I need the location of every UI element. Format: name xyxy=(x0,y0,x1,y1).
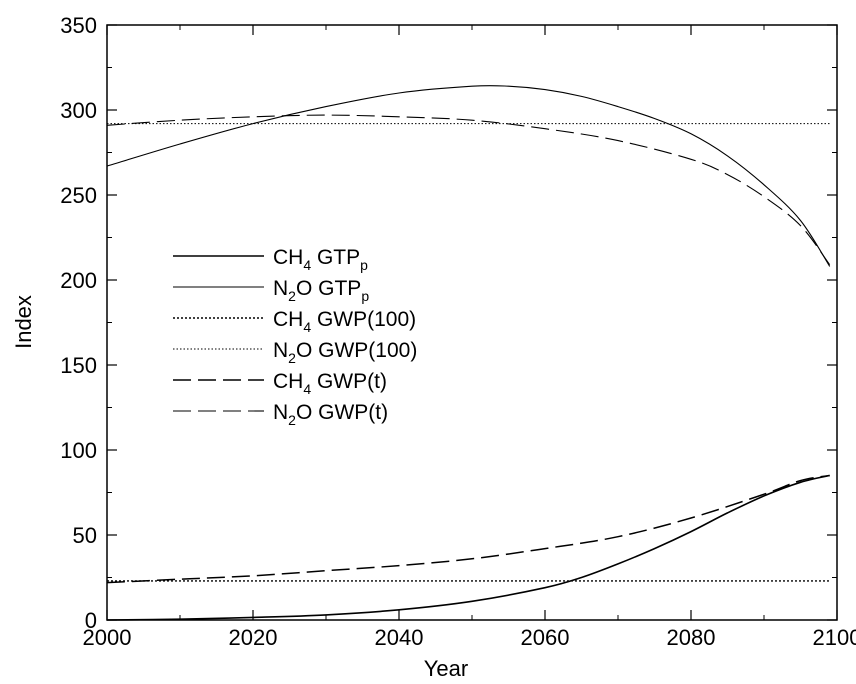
x-tick-label: 2000 xyxy=(83,625,132,650)
legend-text-part: CH xyxy=(273,246,303,269)
legend-text-part: GWP(100) xyxy=(311,308,416,331)
series-line-5 xyxy=(106,114,831,266)
legend-text-part: GWP(t) xyxy=(311,370,387,393)
y-tick-label: 250 xyxy=(60,183,97,208)
y-tick-label: 300 xyxy=(60,98,97,123)
legend-text-part: N xyxy=(273,401,288,424)
legend-subscript: 2 xyxy=(288,412,296,428)
legend-text-part: CH xyxy=(273,308,303,331)
y-axis-label: Index xyxy=(11,295,36,349)
y-tick-label: 0 xyxy=(85,608,97,633)
legend-text-part: O GWP(100) xyxy=(296,339,417,362)
legend-label: CH4 GWP(100) xyxy=(273,308,416,335)
legend-text-part: N xyxy=(273,339,288,362)
x-tick-label: 2080 xyxy=(667,625,716,650)
y-tick-label: 50 xyxy=(73,523,97,548)
legend-text-part: N xyxy=(273,277,288,300)
x-tick-label: 2060 xyxy=(521,625,570,650)
legend-subscript: 4 xyxy=(303,381,311,397)
axis-ticks: 2000 2020 2040 2060 2080 2100 0 50 100 150 200 250 3… xyxy=(60,13,856,650)
series-line-4 xyxy=(106,474,830,584)
x-axis-label: Year xyxy=(424,656,468,681)
plot-frame xyxy=(106,24,838,621)
legend-subscript: p xyxy=(360,257,368,273)
y-tick-label: 200 xyxy=(60,268,97,293)
series-line-1 xyxy=(106,85,831,267)
legend-subscript: p xyxy=(361,288,369,304)
x-tick-label: 2100 xyxy=(813,625,856,650)
series-line-0 xyxy=(106,474,830,621)
legend-label: N2O GWP(100) xyxy=(273,339,417,366)
x-tick-label: 2020 xyxy=(229,625,278,650)
legend-subscript: 4 xyxy=(303,319,311,335)
legend-subscript: 2 xyxy=(288,288,296,304)
legend-label: N2O GTPp xyxy=(273,277,369,304)
legend-label: N2O GWP(t) xyxy=(273,401,388,428)
legend-text-part: GTP xyxy=(311,246,360,269)
legend-text-part: O GTP xyxy=(296,277,361,300)
y-tick-label: 150 xyxy=(60,353,97,378)
legend-subscript: 2 xyxy=(288,350,296,366)
y-tick-label: 350 xyxy=(60,13,97,38)
plot-area xyxy=(106,85,831,621)
legend-subscript: 4 xyxy=(303,257,311,273)
x-tick-label: 2040 xyxy=(375,625,424,650)
legend-label: CH4 GWP(t) xyxy=(273,370,387,397)
legend-label: CH4 GTPp xyxy=(273,246,368,273)
legend-text-part: O GWP(t) xyxy=(296,401,388,424)
legend-text-part: CH xyxy=(273,370,303,393)
y-tick-label: 100 xyxy=(60,438,97,463)
